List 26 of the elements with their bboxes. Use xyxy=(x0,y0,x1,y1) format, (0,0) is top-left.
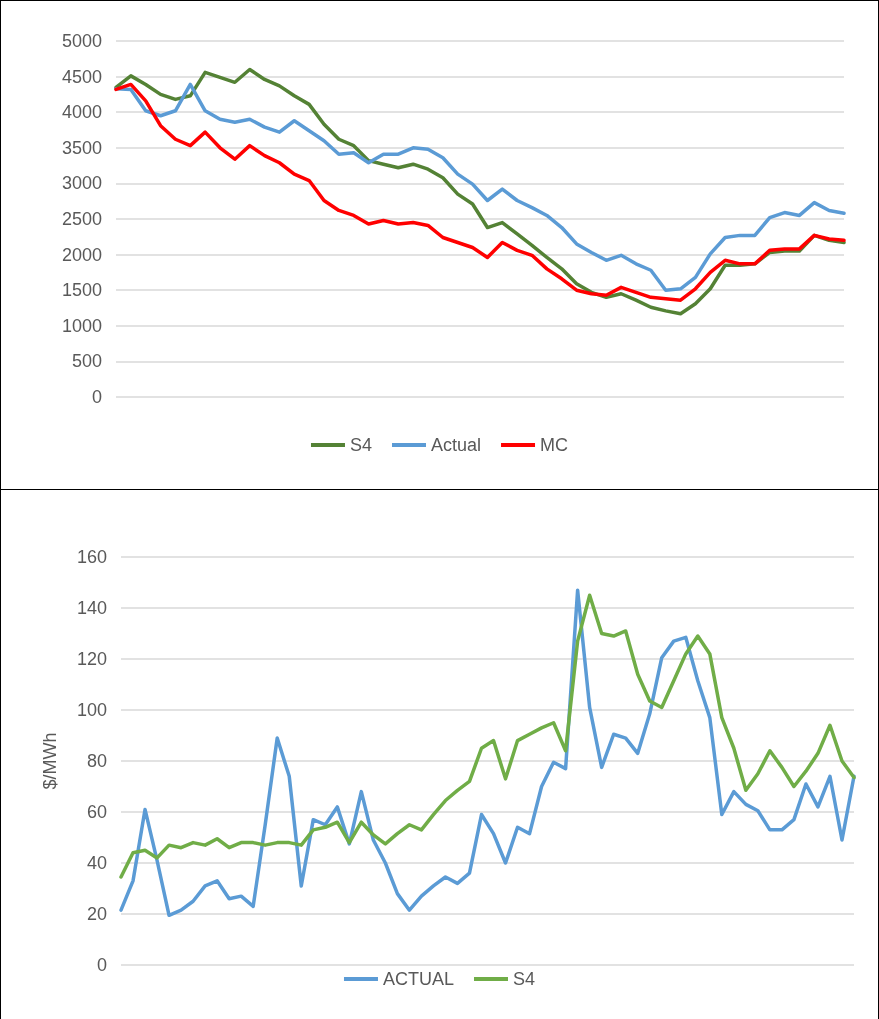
y-tick-label: 4000 xyxy=(61,102,102,123)
y-tick-label: 80 xyxy=(86,751,107,771)
y-tick-label: 3500 xyxy=(61,137,102,158)
y-tick-label: 140 xyxy=(76,598,107,618)
y-tick-label: 5000 xyxy=(61,31,102,51)
y-tick-label: 2000 xyxy=(61,244,102,265)
y-tick-label: 500 xyxy=(71,351,102,372)
y-tick-label: 2500 xyxy=(61,209,102,229)
y-tick-label: 160 xyxy=(76,547,107,567)
y-tick-label: 20 xyxy=(86,904,107,924)
y-tick-label: 0 xyxy=(91,387,102,407)
y-tick-label: 4500 xyxy=(61,66,102,87)
legend-label: Actual xyxy=(431,435,482,455)
legend-label: S4 xyxy=(513,969,536,989)
y-tick-label: 120 xyxy=(76,649,107,669)
y-tick-label: 0 xyxy=(96,955,107,975)
legend-label: MC xyxy=(540,435,569,455)
y-tick-label: 3000 xyxy=(61,173,102,194)
y-axis-title: $/MWh xyxy=(40,732,60,790)
y-tick-label: 60 xyxy=(86,802,107,822)
legend-label: ACTUAL xyxy=(382,969,454,989)
y-tick-label: 1500 xyxy=(61,280,102,301)
y-tick-label: 40 xyxy=(86,853,107,873)
y-tick-label: 100 xyxy=(76,700,107,720)
legend-label: S4 xyxy=(349,435,373,455)
y-tick-label: 1000 xyxy=(61,315,102,336)
